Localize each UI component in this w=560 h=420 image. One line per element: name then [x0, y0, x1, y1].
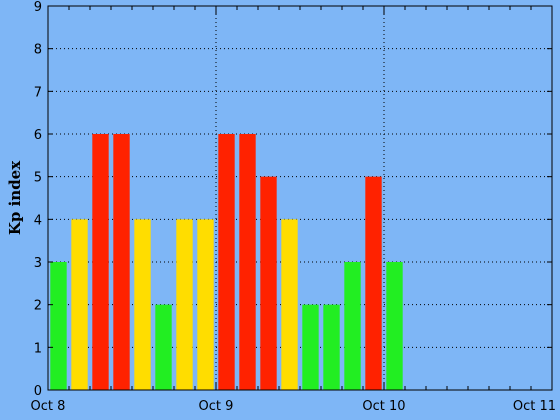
y-tick-label: 7: [34, 85, 42, 100]
bar: [113, 134, 130, 390]
x-tick-label: Oct 9: [199, 399, 234, 414]
axes: [47, 5, 553, 391]
y-tick-label: 6: [34, 128, 42, 143]
x-tick-label: Oct 8: [31, 399, 66, 414]
bar: [197, 219, 214, 390]
bar: [386, 262, 403, 390]
y-tick-label: 4: [34, 213, 42, 228]
y-tick-label: 3: [34, 256, 42, 271]
bar: [281, 219, 298, 390]
y-tick-label: 0: [34, 384, 42, 399]
bar: [176, 219, 193, 390]
y-tick-label: 2: [34, 299, 42, 314]
y-tick-label: 5: [34, 171, 42, 186]
x-tick-labels: Oct 8 Oct 9 Oct 10 Oct 11: [31, 399, 556, 414]
bar: [239, 134, 256, 390]
y-tick-label: 9: [34, 0, 42, 15]
bar: [302, 304, 319, 390]
bar: [260, 176, 277, 390]
y-tick-label: 8: [34, 43, 42, 58]
bar: [134, 219, 151, 390]
bar: [155, 304, 172, 390]
y-tick-labels: 0 1 2 3 4 5 6 7 8 9: [34, 0, 42, 399]
y-axis-label: Kp index: [6, 160, 24, 235]
bar: [365, 176, 382, 390]
y-tick-label: 1: [34, 341, 42, 356]
bar: [344, 262, 361, 390]
grid-lines: [48, 6, 552, 390]
x-tick-label: Oct 11: [513, 399, 556, 414]
bar: [50, 262, 67, 390]
bars: [50, 134, 403, 390]
bar: [323, 304, 340, 390]
bar: [218, 134, 235, 390]
x-tick-label: Oct 10: [362, 399, 405, 414]
bar: [71, 219, 88, 390]
bar: [92, 134, 109, 390]
